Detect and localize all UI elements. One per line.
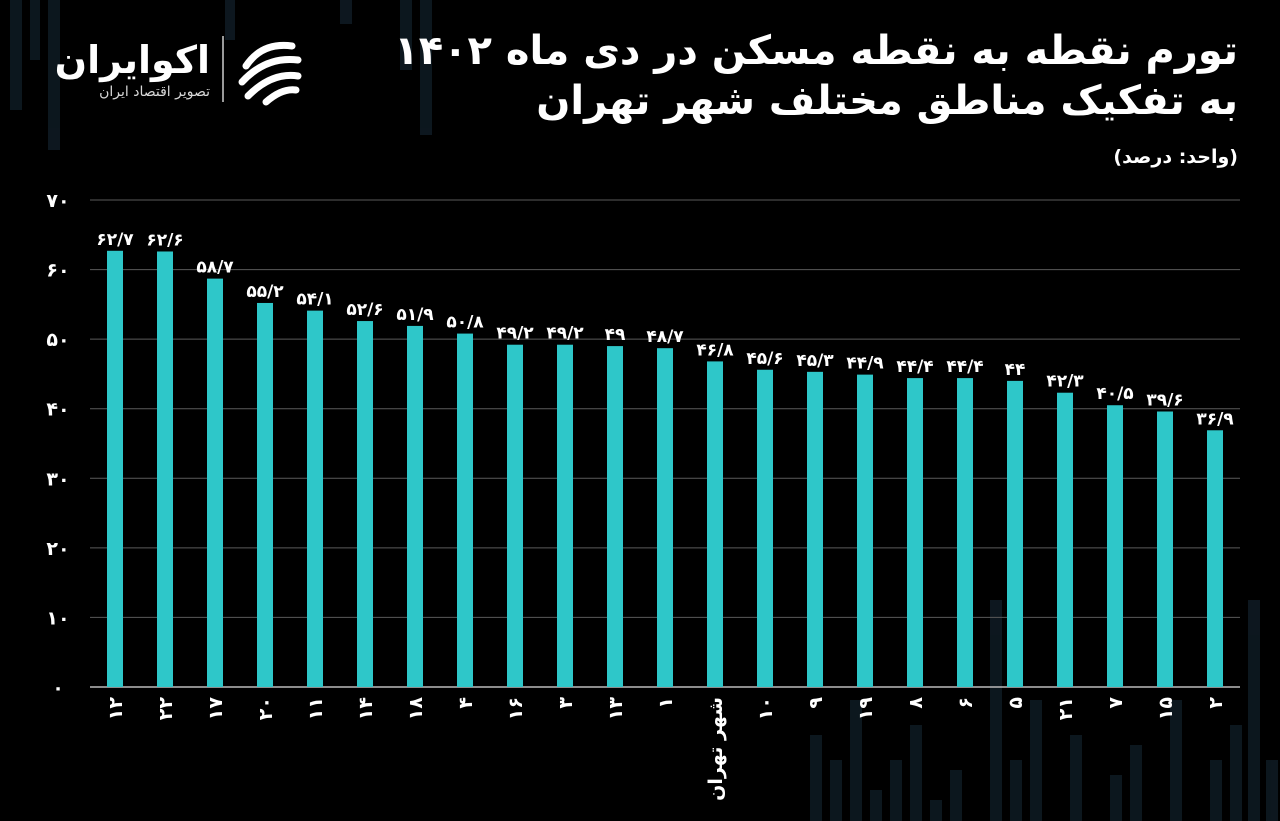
title-line-2: به تفکیک مناطق مختلف شهر تهران (536, 78, 1238, 124)
x-tick-label: ۲۰ (255, 697, 277, 720)
x-tick-label: ۲ (1205, 697, 1227, 709)
data-label: ۴۴/۴ (896, 357, 933, 377)
data-label: ۵۸/۷ (196, 258, 234, 278)
x-tick-label: شهر تهران (705, 697, 727, 801)
bar-6 (357, 321, 373, 687)
bar-14 (757, 369, 773, 687)
data-label: ۴۵/۳ (796, 351, 834, 371)
x-tick-label: ۱۵ (1155, 697, 1177, 721)
y-tick-label: ۲۰ (46, 538, 69, 560)
y-tick-label: ۷۰ (46, 190, 69, 212)
data-label: ۵۴/۱ (296, 290, 333, 310)
data-label: ۴۸/۷ (646, 327, 684, 347)
x-tick-label: ۶ (955, 697, 977, 709)
data-label: ۳۶/۹ (1196, 409, 1234, 429)
data-label: ۶۲/۷ (96, 230, 134, 250)
y-tick-label: ۴۰ (46, 399, 69, 421)
x-axis-ticks: ۱۲ ۲۲ ۱۷ ۲۰ ۱۱ ۱۴ ۱۸ ۴ ۱۶ ۳ ۱۳ ۱ شهر تهران ۱۰ ۹ ۱۹ ۸ ۶ ۵ ۲۱… (105, 697, 1227, 801)
bar-17 (907, 378, 923, 687)
x-tick-label: ۱۴ (355, 697, 377, 720)
data-label: ۴۴ (1005, 360, 1026, 380)
bar-13 (707, 361, 723, 687)
y-axis-ticks: ۰ ۱۰ ۲۰ ۳۰ ۴۰ ۵۰ ۶۰ ۷۰ (46, 190, 69, 699)
brand-logo: اکوایران تصویر اقتصاد ایران (50, 32, 320, 112)
x-tick-label: ۲۲ (155, 697, 177, 721)
data-label: ۴۰/۵ (1096, 384, 1133, 404)
data-label: ۵۲/۶ (346, 300, 383, 320)
bar-20 (1057, 392, 1073, 687)
bar-22 (1157, 411, 1173, 687)
x-tick-label: ۵ (1005, 697, 1027, 709)
bar-11 (607, 346, 623, 687)
data-label: ۴۹/۲ (496, 324, 534, 344)
data-label: ۴۹ (605, 325, 626, 345)
bar-21 (1107, 405, 1123, 687)
data-label: ۴۴/۴ (946, 357, 983, 377)
unit-label: (واحد: درصد) (1113, 146, 1238, 168)
x-tick-label: ۹ (805, 697, 827, 709)
bar-7 (407, 325, 423, 687)
x-tick-label: ۱۹ (855, 697, 877, 721)
ekoiran-logo-mark-icon (238, 41, 302, 106)
x-tick-label: ۲۱ (1055, 697, 1077, 720)
data-label: ۶۲/۶ (146, 230, 183, 250)
bar-4 (257, 302, 273, 687)
x-tick-label: ۱۸ (405, 697, 427, 721)
data-labels: ۶۲/۷ ۶۲/۶ ۵۸/۷ ۵۵/۲ ۵۴/۱ ۵۲/۶ ۵۱/۹ ۵۰/۸ ۴۹/۲ ۴۹/۲… (96, 230, 1234, 429)
bar-9 (507, 344, 523, 687)
x-tick-label: ۳ (555, 697, 577, 709)
bar-12 (657, 348, 673, 687)
x-tick-label: ۸ (905, 697, 927, 709)
bar-10 (557, 344, 573, 687)
chart-title: تورم نقطه به نقطه مسکن در دی ماه ۱۴۰۲ به… (394, 26, 1238, 126)
x-tick-label: ۱ (655, 697, 677, 709)
bar-23 (1207, 430, 1223, 687)
bar-1 (107, 250, 123, 687)
x-tick-label: ۷ (1105, 697, 1127, 709)
x-tick-label: ۱۳ (605, 697, 627, 721)
data-label: ۴۵/۶ (746, 349, 783, 369)
logo-subtitle: تصویر اقتصاد ایران (99, 84, 210, 100)
bar-15 (807, 371, 823, 687)
data-label: ۵۵/۲ (246, 282, 284, 302)
x-tick-label: ۱۱ (305, 697, 327, 720)
data-label: ۴۴/۹ (846, 354, 884, 374)
data-label: ۴۶/۸ (696, 340, 734, 360)
y-tick-label: ۳۰ (46, 468, 69, 490)
x-tick-label: ۱۷ (205, 697, 227, 721)
data-label: ۵۱/۹ (396, 305, 434, 325)
y-tick-label: ۱۰ (46, 607, 69, 629)
bar-18 (957, 378, 973, 687)
y-tick-label: ۰ (52, 677, 64, 699)
bar-8 (457, 333, 473, 687)
bar-19 (1007, 380, 1023, 687)
data-label: ۳۹/۶ (1146, 390, 1183, 410)
data-label: ۵۰/۸ (446, 313, 484, 333)
logo-name: اکوایران (54, 38, 210, 82)
bar-2 (157, 251, 173, 688)
x-tick-label: ۴ (455, 697, 477, 709)
bar-5 (307, 310, 323, 687)
bar-16 (857, 374, 873, 687)
bars (107, 250, 1223, 688)
bar-3 (207, 278, 223, 687)
title-line-1: تورم نقطه به نقطه مسکن در دی ماه ۱۴۰۲ (394, 28, 1238, 74)
data-label: ۴۹/۲ (546, 324, 584, 344)
y-tick-label: ۶۰ (46, 260, 69, 282)
x-tick-label: ۱۶ (505, 697, 527, 720)
logo-divider (222, 36, 224, 102)
x-tick-label: ۱۰ (755, 697, 777, 720)
x-tick-label: ۱۲ (105, 697, 127, 721)
y-tick-label: ۵۰ (46, 329, 69, 351)
data-label: ۴۲/۳ (1046, 372, 1084, 392)
